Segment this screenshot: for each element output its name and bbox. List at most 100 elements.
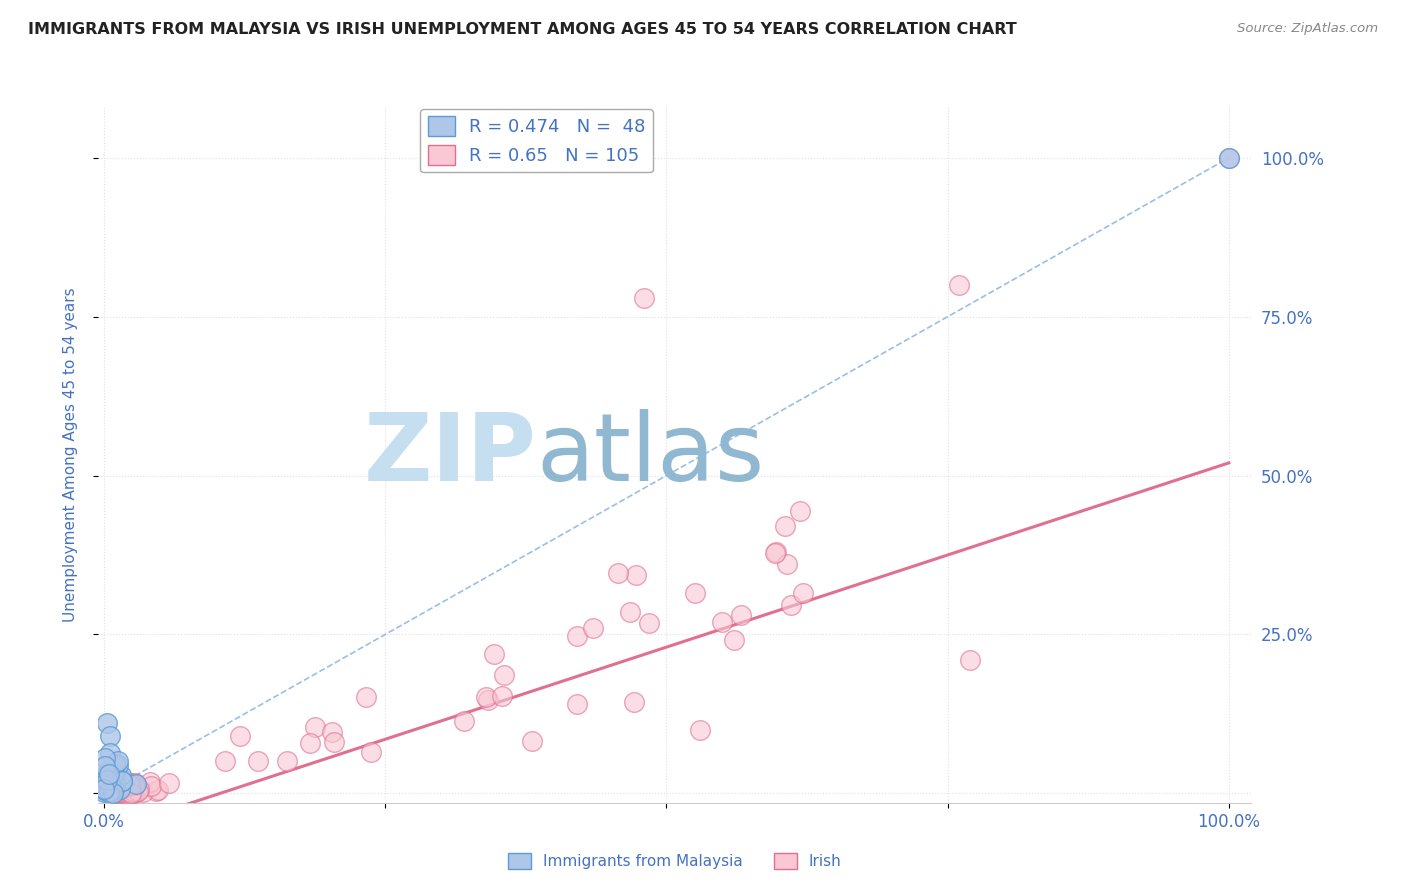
Point xyxy=(96,772,118,786)
Point xyxy=(128,782,150,797)
Point xyxy=(120,776,142,790)
Point xyxy=(96,776,118,790)
Point xyxy=(138,774,160,789)
Point xyxy=(101,779,124,793)
Point xyxy=(107,786,129,800)
Point xyxy=(103,779,125,793)
Point xyxy=(93,781,115,796)
Point xyxy=(101,772,124,786)
Point xyxy=(111,774,134,789)
Point xyxy=(100,778,122,792)
Point xyxy=(110,768,132,782)
Point xyxy=(606,566,628,581)
Point xyxy=(117,784,139,798)
Point xyxy=(101,783,124,797)
Point xyxy=(111,774,134,789)
Point xyxy=(789,504,811,518)
Point xyxy=(96,780,118,795)
Point xyxy=(494,667,516,681)
Point xyxy=(730,608,752,623)
Point xyxy=(93,785,115,799)
Point xyxy=(763,546,786,560)
Point xyxy=(122,784,145,798)
Point xyxy=(112,775,135,789)
Point xyxy=(139,779,162,793)
Point xyxy=(103,764,125,778)
Point xyxy=(100,774,122,789)
Point xyxy=(108,782,131,797)
Point xyxy=(103,781,125,796)
Point xyxy=(567,629,589,643)
Point xyxy=(105,784,128,798)
Point xyxy=(125,780,148,795)
Point xyxy=(97,764,120,778)
Point xyxy=(120,779,142,793)
Point xyxy=(117,781,139,796)
Point xyxy=(97,767,120,781)
Point xyxy=(97,785,120,799)
Point xyxy=(477,693,499,707)
Point xyxy=(96,780,118,795)
Point xyxy=(124,776,146,790)
Point xyxy=(94,751,117,765)
Point xyxy=(93,778,115,792)
Point xyxy=(779,599,801,613)
Point xyxy=(1218,151,1240,165)
Point xyxy=(127,784,149,798)
Point xyxy=(159,775,181,789)
Point xyxy=(98,783,121,797)
Point xyxy=(145,784,167,798)
Point xyxy=(97,772,120,786)
Point xyxy=(93,781,115,796)
Point xyxy=(98,729,121,743)
Point xyxy=(97,781,120,796)
Point xyxy=(100,783,122,797)
Point xyxy=(121,780,143,794)
Point xyxy=(765,545,787,559)
Point xyxy=(104,776,127,790)
Point xyxy=(111,775,134,789)
Point xyxy=(118,775,141,789)
Point xyxy=(103,765,125,780)
Point xyxy=(101,783,124,797)
Point xyxy=(619,605,641,619)
Legend: R = 0.474   N =  48, R = 0.65   N = 105: R = 0.474 N = 48, R = 0.65 N = 105 xyxy=(420,109,652,172)
Point xyxy=(132,785,155,799)
Point xyxy=(775,518,797,533)
Point xyxy=(120,786,142,800)
Point xyxy=(959,653,981,667)
Point xyxy=(623,695,645,709)
Point xyxy=(124,779,146,793)
Point xyxy=(107,776,129,790)
Point xyxy=(108,786,131,800)
Point xyxy=(723,633,745,648)
Point xyxy=(484,647,506,661)
Point xyxy=(120,778,142,792)
Point xyxy=(98,747,121,761)
Point xyxy=(94,780,117,795)
Point xyxy=(520,734,543,748)
Point xyxy=(96,771,118,785)
Point xyxy=(114,786,136,800)
Point xyxy=(107,778,129,792)
Point xyxy=(626,567,648,582)
Point xyxy=(491,690,513,704)
Point xyxy=(103,756,125,771)
Point xyxy=(360,745,382,759)
Point xyxy=(124,778,146,792)
Point xyxy=(105,766,128,780)
Point xyxy=(108,780,131,794)
Point xyxy=(792,586,814,600)
Point xyxy=(229,730,252,744)
Point xyxy=(104,779,127,793)
Point xyxy=(567,697,589,711)
Point xyxy=(1218,151,1240,165)
Point xyxy=(96,772,118,787)
Point xyxy=(94,783,117,797)
Point xyxy=(108,784,131,798)
Text: atlas: atlas xyxy=(537,409,765,501)
Point xyxy=(321,725,343,739)
Point xyxy=(101,786,124,800)
Point xyxy=(633,291,655,305)
Point xyxy=(96,765,118,780)
